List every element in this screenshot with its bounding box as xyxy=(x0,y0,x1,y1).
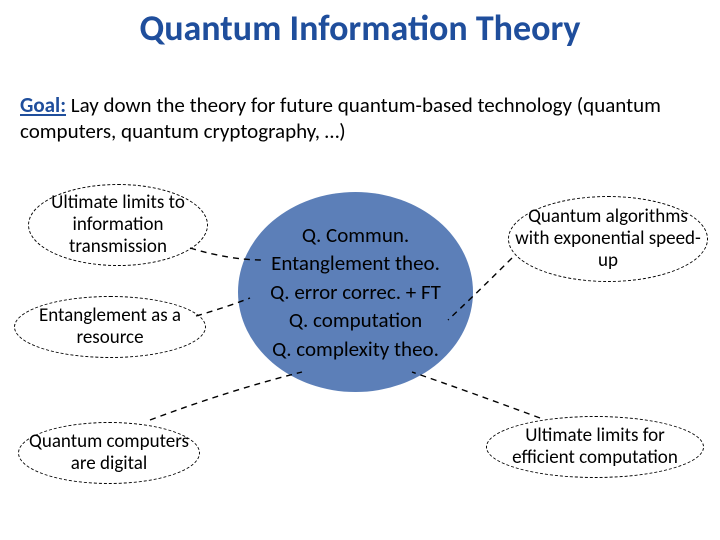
connector-limits-computation xyxy=(412,372,540,418)
slide: Quantum Information Theory Goal: Lay dow… xyxy=(0,0,720,540)
goal-line: Goal: Lay down the theory for future qua… xyxy=(20,92,700,144)
bubble-q-computers-digital: Quantum computers are digital xyxy=(18,422,200,484)
goal-text: Lay down the theory for future quantum-b… xyxy=(20,92,661,144)
bubble-limits-transmission: Ultimate limits to information transmiss… xyxy=(28,184,208,266)
center-topics-text: Q. Commun. Entanglement theo. Q. error c… xyxy=(270,221,441,363)
goal-label: Goal: xyxy=(20,92,66,118)
bubble-q-algorithms: Quantum algorithms with exponential spee… xyxy=(508,196,708,282)
center-topics-oval: Q. Commun. Entanglement theo. Q. error c… xyxy=(238,192,473,392)
bubble-limits-computation: Ultimate limits for efficient computatio… xyxy=(486,416,704,478)
slide-title: Quantum Information Theory xyxy=(0,6,720,50)
bubble-entanglement-resource: Entanglement as a resource xyxy=(14,296,206,358)
connector-q-computers-digital xyxy=(150,372,302,420)
